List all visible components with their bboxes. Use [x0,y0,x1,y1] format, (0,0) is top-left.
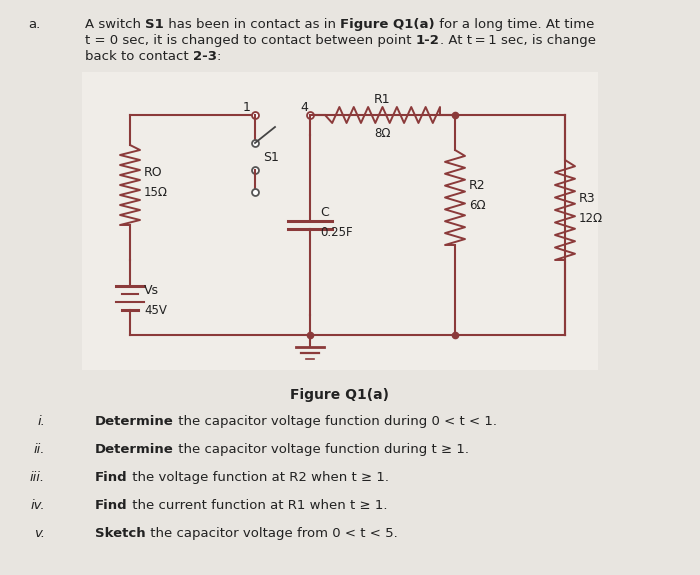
Text: t = 0 sec, it is changed to contact between point: t = 0 sec, it is changed to contact betw… [85,34,416,47]
Bar [82,72,598,370]
Text: R1: R1 [374,93,391,106]
Text: 12Ω: 12Ω [579,212,603,224]
Text: iii.: iii. [30,471,45,484]
Text: R2: R2 [469,179,486,192]
Text: 6Ω: 6Ω [469,199,486,212]
Text: Figure Q1(a): Figure Q1(a) [340,18,435,31]
Text: 45V: 45V [144,304,167,316]
Text: RO: RO [144,167,162,179]
Text: 0.25F: 0.25F [320,227,353,240]
Text: S1: S1 [263,151,279,164]
Text: 4: 4 [300,101,308,114]
Text: Sketch: Sketch [95,527,146,540]
Text: ii.: ii. [34,443,45,456]
Text: Vs: Vs [144,283,159,297]
Text: Figure Q1(a): Figure Q1(a) [290,388,389,402]
Text: 2-3: 2-3 [193,50,217,63]
Text: S1: S1 [146,18,164,31]
Text: a.: a. [28,18,41,31]
Text: iv.: iv. [30,499,45,512]
Text: C: C [320,206,329,220]
Text: for a long time. At time: for a long time. At time [435,18,594,31]
Text: Determine: Determine [95,443,174,456]
Text: . At t = 1 sec, is change: . At t = 1 sec, is change [440,34,596,47]
Text: the capacitor voltage from 0 < t < 5.: the capacitor voltage from 0 < t < 5. [146,527,398,540]
Text: the voltage function at R2 when t ≥ 1.: the voltage function at R2 when t ≥ 1. [127,471,388,484]
Text: Find: Find [95,471,127,484]
Text: back to contact: back to contact [85,50,193,63]
Text: the capacitor voltage function during 0 < t < 1.: the capacitor voltage function during 0 … [174,415,497,428]
Text: has been in contact as in: has been in contact as in [164,18,340,31]
Text: :: : [217,50,221,63]
Text: Find: Find [95,499,127,512]
Text: i.: i. [37,415,45,428]
Text: v.: v. [34,527,45,540]
Text: 8Ω: 8Ω [374,127,391,140]
Text: 1-2: 1-2 [416,34,440,47]
Text: the capacitor voltage function during t ≥ 1.: the capacitor voltage function during t … [174,443,469,456]
Text: R3: R3 [579,191,596,205]
Text: 15Ω: 15Ω [144,186,168,200]
Text: A switch: A switch [85,18,146,31]
Text: the current function at R1 when t ≥ 1.: the current function at R1 when t ≥ 1. [127,499,387,512]
Text: 1: 1 [243,101,251,114]
Text: Determine: Determine [95,415,174,428]
